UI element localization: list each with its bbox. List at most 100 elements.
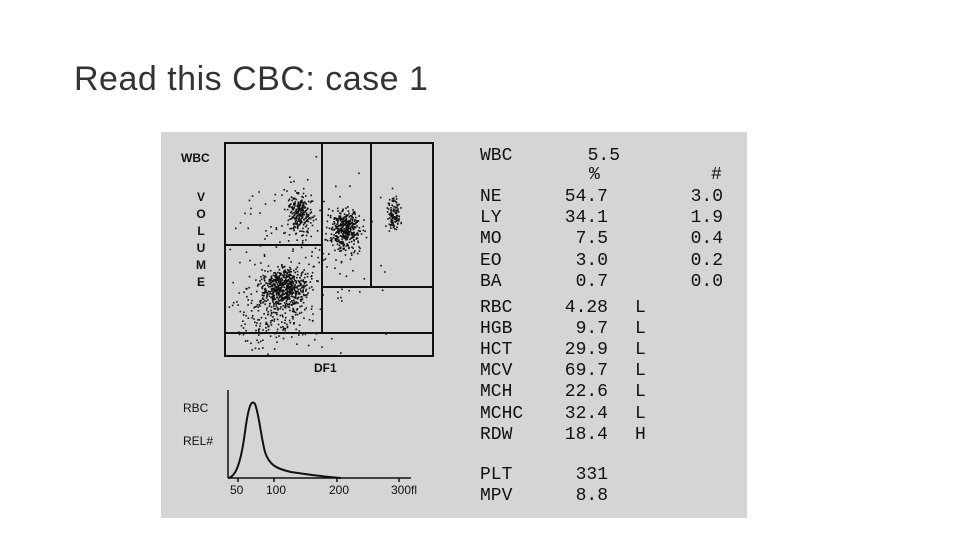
dot: [245, 314, 247, 317]
dot: [270, 276, 273, 279]
dot: [295, 328, 297, 331]
dot: [288, 273, 291, 275]
result-flag: L: [635, 403, 646, 424]
dot: [294, 205, 296, 207]
dot: [260, 316, 263, 319]
dot: [390, 220, 393, 223]
dot: [270, 320, 272, 322]
dot: [312, 216, 314, 219]
dot: [303, 317, 305, 319]
result-name: RDW: [480, 424, 513, 445]
dot: [314, 247, 317, 249]
dot: [305, 210, 307, 212]
dot: [299, 223, 301, 225]
dot: [394, 212, 397, 214]
dot: [299, 298, 302, 301]
dot: [308, 319, 311, 321]
dot: [348, 212, 350, 215]
dot: [306, 178, 309, 181]
dot: [339, 215, 342, 217]
dot: [315, 218, 317, 221]
dot: [261, 269, 263, 271]
dot: [387, 208, 390, 210]
dot: [301, 215, 304, 218]
dot: [261, 294, 264, 296]
dot: [336, 231, 339, 233]
dot: [284, 312, 287, 314]
dot: [271, 319, 273, 322]
result-value: 4.28: [564, 298, 608, 318]
dot: [346, 231, 349, 234]
dot: [262, 339, 264, 341]
dot: [301, 296, 303, 298]
dot: [314, 338, 316, 341]
dot: [343, 235, 345, 237]
dot: [344, 231, 347, 234]
dot: [279, 284, 281, 287]
dot: [302, 209, 304, 211]
dot: [284, 316, 287, 319]
dot: [277, 284, 280, 287]
dot: [272, 305, 275, 308]
dot: [295, 222, 297, 224]
dot: [336, 223, 338, 226]
dot: [263, 278, 266, 280]
dot: [301, 291, 303, 293]
dot: [299, 282, 302, 285]
dot: [284, 306, 287, 309]
result-flag: L: [635, 361, 646, 382]
dot: [338, 215, 340, 217]
dot: [258, 303, 261, 306]
result-value: 32.4: [564, 403, 608, 424]
dot: [278, 289, 280, 291]
dot: [256, 304, 259, 306]
dot: [297, 202, 300, 205]
dot: [289, 293, 291, 295]
dot: [256, 322, 258, 324]
dot: [285, 288, 288, 291]
dot: [280, 288, 282, 290]
scatter-x-label: DF1: [314, 361, 337, 375]
result-name: HGB: [480, 319, 513, 340]
dot: [289, 301, 292, 303]
dot: [394, 218, 396, 221]
hist-x-label: 50: [230, 483, 244, 497]
dot: [306, 230, 309, 232]
dot: [292, 318, 294, 320]
dot: [300, 246, 303, 249]
dot: [273, 308, 276, 310]
dot: [352, 269, 354, 272]
dot: [391, 187, 394, 190]
dot: [286, 293, 288, 296]
dot: [305, 296, 308, 299]
dot: [397, 211, 400, 213]
dot: [266, 282, 269, 285]
result-name: EO: [480, 250, 502, 271]
dot: [302, 301, 305, 304]
dot: [308, 213, 310, 216]
dot: [345, 275, 348, 278]
dot: [333, 217, 336, 219]
dot: [293, 229, 295, 232]
dot: [257, 306, 259, 308]
dot: [302, 285, 304, 287]
dot: [291, 206, 294, 208]
dot: [347, 223, 350, 225]
dot: [295, 286, 298, 289]
dot: [353, 239, 355, 241]
dot: [345, 239, 347, 241]
dot: [248, 275, 251, 278]
dot: [287, 285, 289, 288]
dot: [333, 221, 335, 223]
dot: [264, 270, 266, 272]
dot: [288, 257, 290, 259]
dot: [276, 283, 279, 286]
dot: [271, 280, 274, 282]
dot: [274, 281, 277, 283]
dot: [289, 211, 292, 214]
dot: [335, 225, 337, 228]
dot: [288, 297, 291, 300]
dot: [294, 201, 296, 203]
dot: [296, 297, 299, 300]
dot: [318, 261, 320, 264]
